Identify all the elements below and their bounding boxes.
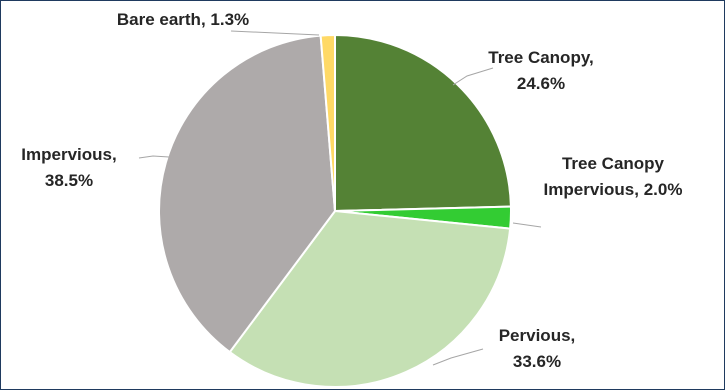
- data-label-line: Impervious,: [21, 145, 116, 164]
- pie-slice-pervious: [228, 209, 512, 388]
- data-label-line: 33.6%: [513, 352, 561, 371]
- data-label-line: Impervious, 2.0%: [544, 180, 683, 199]
- data-label-tree-canopy-impervious: Tree Canopy Impervious, 2.0%: [544, 154, 683, 199]
- data-label-line: Tree Canopy,: [488, 48, 594, 67]
- leader-line-tree-canopy: [452, 67, 494, 86]
- labels-layer: Tree Canopy, 24.6% Tree Canopy Impervious, …: [21, 10, 682, 371]
- pie-slice-impervious: [158, 34, 337, 354]
- data-label-pervious: Pervious, 33.6%: [499, 326, 576, 371]
- leader-line-bare-earth: [230, 30, 320, 36]
- pie-slice-tree-canopy: [334, 33, 512, 213]
- leader-line-impervious: [138, 155, 170, 159]
- data-label-line: Bare earth, 1.3%: [117, 10, 249, 29]
- slices-layer: [158, 33, 512, 388]
- data-label-impervious: Impervious, 38.5%: [21, 145, 116, 190]
- data-label-line: Pervious,: [499, 326, 576, 345]
- leader-line-pervious: [432, 348, 484, 366]
- data-label-bare-earth: Bare earth, 1.3%: [117, 10, 249, 29]
- data-label-line: Tree Canopy: [562, 154, 665, 173]
- pie-slice-bare-earth: [319, 33, 336, 212]
- leaders-layer: [138, 30, 542, 366]
- data-label-line: 24.6%: [517, 74, 565, 93]
- data-label-tree-canopy: Tree Canopy, 24.6%: [488, 48, 594, 93]
- data-label-line: 38.5%: [45, 171, 93, 190]
- leader-line-tree-canopy-impervious: [512, 222, 542, 228]
